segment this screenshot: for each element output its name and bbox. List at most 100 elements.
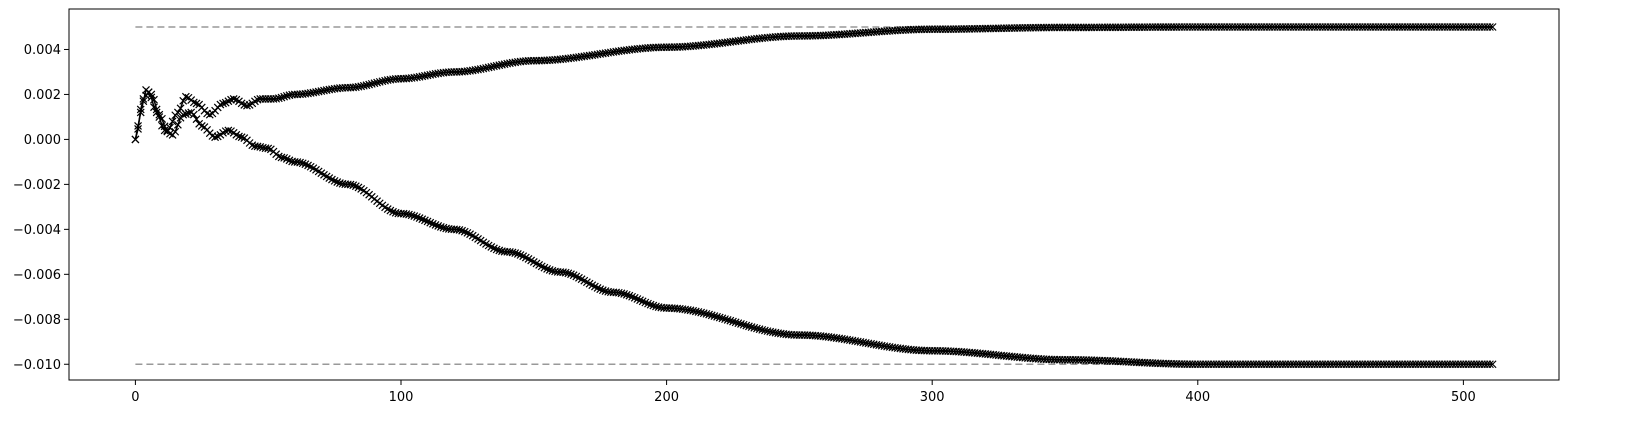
series-0-point	[274, 94, 283, 103]
series-1-point	[346, 180, 355, 189]
series-1-point	[729, 317, 737, 326]
y-tick-label: −0.010	[13, 358, 61, 373]
series-1-line	[134, 90, 1493, 366]
x-tick-label: 400	[1185, 390, 1210, 405]
series-1-point	[431, 220, 440, 229]
y-tick-label: −0.008	[13, 313, 61, 328]
series-1-point	[264, 144, 273, 153]
series-1-point	[620, 290, 629, 298]
series-1-point	[511, 249, 520, 257]
series-1-point	[184, 109, 193, 117]
series-1-point	[508, 248, 517, 257]
series-1-point	[171, 127, 180, 136]
series-1-point	[617, 289, 626, 298]
series-1-point	[277, 153, 286, 162]
series-1-point	[718, 314, 727, 323]
series-1-point	[224, 126, 233, 135]
series-1-point	[235, 132, 243, 141]
y-tick-label: −0.004	[13, 223, 61, 238]
series-1-point	[458, 226, 467, 235]
axis-layer: 0 100 200 300 400 500 0.004 0.002 0.000 −0.002 −0.…	[13, 43, 1476, 405]
series-1-point	[410, 212, 419, 220]
series-1-point	[131, 135, 140, 144]
y-tick-label: −0.002	[13, 178, 61, 193]
y-tick-label: 0.004	[24, 43, 61, 58]
series-1-point	[333, 178, 342, 186]
x-tick-label: 0	[131, 390, 139, 405]
series-1-point	[426, 218, 435, 227]
series-1-point	[561, 268, 570, 277]
series-1-point	[349, 181, 358, 190]
series-1-point	[723, 315, 732, 324]
series-1-point	[237, 133, 246, 142]
series-1-point	[726, 316, 735, 325]
series-1-point	[649, 301, 658, 310]
series-1-point	[710, 312, 719, 320]
series-1-point	[596, 285, 605, 294]
series-1-point	[455, 226, 464, 234]
series-1-point	[285, 156, 294, 165]
series-0-point	[179, 96, 188, 105]
series-1-point	[134, 124, 142, 133]
series-0-point	[168, 117, 177, 126]
series-1-point	[298, 159, 307, 168]
series-1-point	[545, 266, 554, 274]
series-0-point	[243, 101, 251, 110]
series-1-point	[181, 110, 190, 119]
y-tick-label: 0.002	[24, 88, 61, 103]
series-1-point	[144, 88, 153, 97]
series-1-point	[734, 319, 743, 328]
series-1-point	[715, 313, 724, 322]
series-1-point	[296, 158, 304, 167]
series-1-point	[436, 222, 445, 231]
series-1-point	[197, 121, 206, 130]
series-1-point	[492, 245, 501, 254]
series-1-point	[147, 93, 156, 102]
y-tick-label: 0.000	[24, 133, 61, 148]
series-1-point	[737, 320, 745, 328]
x-tick-label: 500	[1451, 390, 1476, 405]
series-1-point	[1486, 360, 1494, 369]
x-tick-label: 100	[389, 390, 414, 405]
series-0-line	[134, 26, 1493, 140]
series-1-point	[567, 270, 575, 279]
series-1-point	[638, 297, 647, 306]
series-1-point	[418, 215, 427, 224]
series-0-point	[229, 95, 238, 103]
series-1-point	[644, 299, 652, 308]
series-1-point	[646, 300, 655, 309]
series-1-point	[731, 318, 740, 327]
series-1-point	[179, 110, 188, 119]
series-1-point	[136, 105, 145, 114]
series-0-point	[280, 92, 289, 101]
series-0-point	[277, 93, 286, 102]
series-1-point	[721, 315, 729, 324]
series-0-point	[1486, 23, 1494, 31]
series-1-point	[713, 312, 721, 321]
series-1-point	[192, 115, 201, 124]
series-1-markers	[131, 88, 1497, 369]
series-1-point	[630, 293, 639, 302]
x-tick-label: 200	[654, 390, 679, 405]
series-1-point	[739, 320, 748, 329]
series-1-point	[211, 133, 220, 142]
series-1-point	[415, 214, 424, 222]
series-1-point	[150, 103, 158, 112]
series-1-point	[189, 110, 198, 119]
series-1-point	[405, 210, 413, 219]
series-1-point	[543, 264, 551, 273]
series-1-point	[155, 113, 164, 122]
series-1-point	[622, 290, 631, 299]
series-1-point	[742, 321, 751, 330]
series-1-point	[413, 213, 421, 221]
series-1-point	[641, 298, 650, 307]
series-0-point	[219, 99, 227, 108]
series-0-point	[1488, 23, 1497, 31]
series-0-point	[173, 108, 182, 117]
series-1-point	[598, 286, 607, 295]
plot-layer	[131, 23, 1497, 369]
series-1-point	[152, 108, 161, 117]
series-1-point	[625, 291, 634, 300]
plot-frame	[68, 8, 1560, 381]
